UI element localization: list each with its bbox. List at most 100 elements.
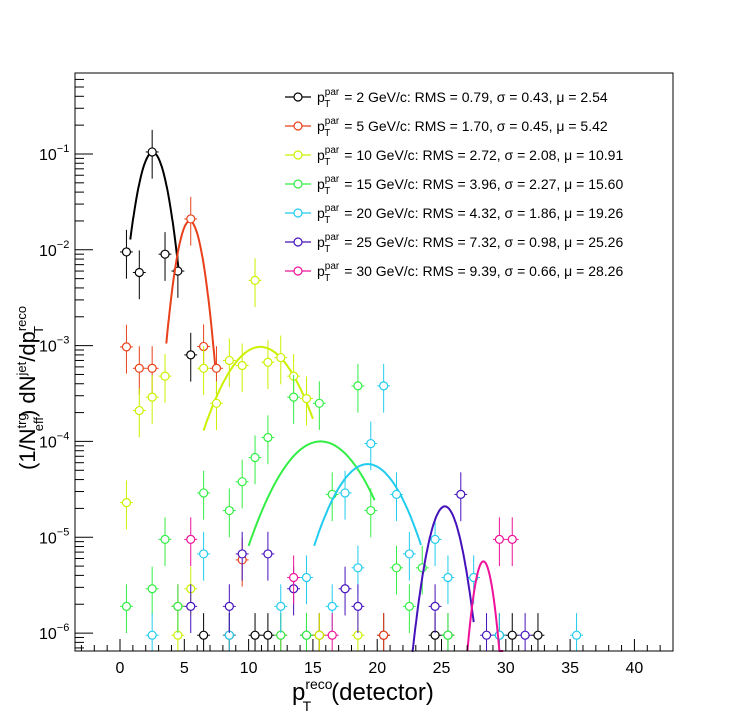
point-marker bbox=[147, 363, 157, 373]
point-marker bbox=[430, 601, 440, 611]
data-point bbox=[300, 376, 313, 426]
data-point bbox=[197, 470, 211, 520]
data-point bbox=[300, 555, 313, 605]
data-point bbox=[248, 613, 262, 651]
point-marker bbox=[301, 630, 312, 640]
legend-entry: ppar T = 15 GeV/c: RMS = 3.96, σ = 2.27, … bbox=[285, 174, 623, 197]
point-marker bbox=[263, 432, 273, 443]
legend-label: ppar T = 25 GeV/c: RMS = 7.32, σ = 0.98, … bbox=[317, 232, 623, 255]
data-point bbox=[222, 584, 236, 634]
data-point bbox=[261, 531, 275, 581]
point-marker bbox=[121, 497, 132, 508]
data-point bbox=[312, 381, 326, 431]
x-tick-label: 25 bbox=[433, 660, 451, 677]
point-marker bbox=[520, 630, 530, 640]
data-point bbox=[197, 613, 211, 651]
data-point bbox=[261, 415, 275, 465]
data-point bbox=[441, 613, 455, 651]
data-point bbox=[428, 517, 442, 567]
point-marker bbox=[404, 601, 414, 611]
point-marker bbox=[224, 601, 234, 611]
fit-curve bbox=[313, 463, 422, 547]
point-marker bbox=[160, 249, 170, 259]
data-point bbox=[351, 545, 365, 595]
point-marker bbox=[211, 398, 222, 408]
legend: ppar T = 2 GeV/c: RMS = 0.79, σ = 0.43, μ… bbox=[285, 87, 623, 284]
legend-entry: ppar T = 5 GeV/c: RMS = 1.70, σ = 0.45, μ… bbox=[285, 116, 608, 139]
y-tick-label: 10−3 bbox=[39, 335, 69, 356]
point-marker bbox=[250, 452, 260, 463]
point-marker bbox=[211, 363, 222, 373]
point-marker bbox=[327, 601, 337, 611]
data-point bbox=[287, 555, 301, 605]
data-point bbox=[132, 388, 146, 438]
data-point bbox=[390, 545, 403, 595]
data-point bbox=[287, 375, 301, 424]
data-point bbox=[145, 566, 159, 616]
legend-label: ppar T = 15 GeV/c: RMS = 3.96, σ = 2.27, … bbox=[317, 174, 623, 197]
data-point bbox=[454, 472, 468, 522]
point-marker bbox=[443, 572, 453, 583]
data-point bbox=[171, 584, 185, 634]
data-point bbox=[132, 346, 146, 395]
point-marker bbox=[366, 505, 376, 516]
point-marker bbox=[186, 350, 196, 360]
point-marker bbox=[379, 630, 389, 640]
legend-label: ppar T = 5 GeV/c: RMS = 1.70, σ = 0.45, μ… bbox=[317, 116, 608, 139]
legend-label: ppar T = 20 GeV/c: RMS = 4.32, σ = 1.86, … bbox=[317, 203, 623, 226]
point-marker bbox=[121, 247, 132, 257]
legend-marker bbox=[293, 266, 303, 276]
data-point bbox=[274, 335, 288, 385]
data-point bbox=[351, 363, 365, 413]
data-point bbox=[158, 232, 172, 281]
legend-marker bbox=[293, 92, 303, 102]
data-point bbox=[222, 488, 236, 538]
data-point bbox=[364, 421, 378, 471]
series-group bbox=[184, 472, 532, 652]
point-marker bbox=[199, 488, 209, 498]
y-tick-label: 10−2 bbox=[39, 239, 69, 260]
data-point bbox=[235, 531, 249, 581]
data-point bbox=[145, 129, 159, 179]
data-point bbox=[505, 613, 519, 651]
fit-curve bbox=[247, 440, 376, 547]
y-axis-title: (1/Ntrg eff) dNjet/dpreco T bbox=[14, 306, 46, 470]
point-marker bbox=[366, 438, 376, 449]
data-point bbox=[120, 324, 133, 374]
point-marker bbox=[327, 630, 337, 640]
point-marker bbox=[121, 342, 132, 352]
point-marker bbox=[353, 381, 363, 391]
point-marker bbox=[314, 398, 324, 408]
data-point bbox=[120, 229, 133, 279]
legend-entry: ppar T = 30 GeV/c: RMS = 9.39, σ = 0.66, … bbox=[285, 261, 623, 284]
fit-curve bbox=[202, 345, 314, 431]
point-marker bbox=[494, 534, 504, 544]
data-point bbox=[390, 472, 403, 522]
data-point bbox=[158, 517, 172, 567]
point-marker bbox=[276, 352, 286, 363]
data-point bbox=[184, 332, 198, 382]
point-marker bbox=[430, 534, 440, 544]
point-marker bbox=[507, 534, 517, 544]
point-marker bbox=[186, 534, 196, 544]
point-marker bbox=[173, 601, 183, 611]
point-marker bbox=[147, 584, 157, 594]
point-marker bbox=[224, 505, 234, 516]
point-marker bbox=[263, 357, 273, 367]
x-tick-label: 10 bbox=[240, 660, 258, 677]
data-point bbox=[351, 584, 365, 634]
data-point bbox=[222, 338, 236, 388]
data-point bbox=[120, 480, 133, 530]
data-point bbox=[145, 613, 159, 651]
data-point bbox=[428, 584, 442, 634]
data-point bbox=[248, 435, 262, 485]
point-marker bbox=[301, 572, 312, 583]
data-point bbox=[377, 613, 391, 651]
legend-marker bbox=[293, 237, 303, 247]
x-tick-label: 15 bbox=[304, 660, 322, 677]
y-tick-label: 10−1 bbox=[39, 143, 69, 164]
data-point bbox=[248, 258, 262, 308]
data-point bbox=[338, 566, 352, 616]
point-marker bbox=[147, 147, 157, 157]
